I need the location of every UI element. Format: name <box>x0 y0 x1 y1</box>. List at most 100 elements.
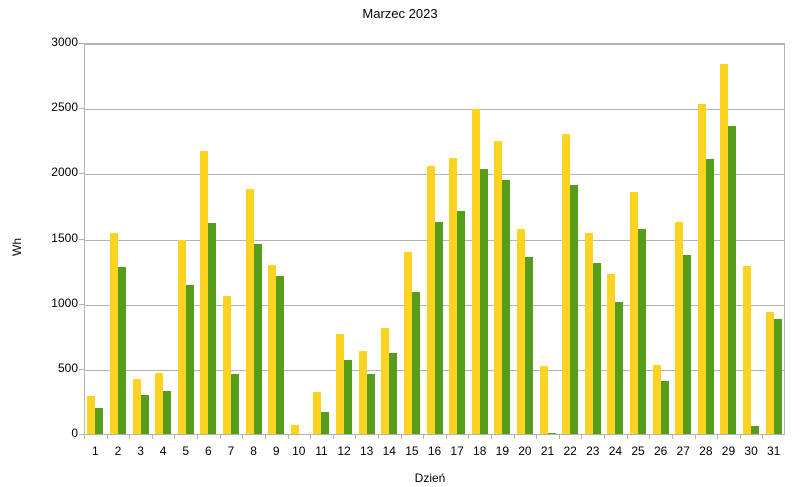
bar-series-2-day-23 <box>592 263 601 434</box>
y-axis-line <box>84 43 85 439</box>
x-tick-label: 16 <box>427 444 442 458</box>
bar-series-2-day-9 <box>276 276 285 434</box>
x-tick-mark <box>491 434 493 439</box>
bar-series-1-day-10 <box>290 424 299 434</box>
bar-series-2-day-21 <box>547 432 556 434</box>
bar-series-1-day-4 <box>155 372 164 434</box>
bar-series-2-day-27 <box>683 255 692 434</box>
x-tick-label: 25 <box>631 444 645 458</box>
y-tick-label: 3000 <box>51 35 78 49</box>
x-tick-mark <box>581 434 583 439</box>
y-tick-mark <box>79 434 84 435</box>
x-tick-mark <box>355 434 357 439</box>
x-tick-label: 14 <box>382 444 396 458</box>
x-tick-label: 1 <box>91 444 99 458</box>
x-tick-mark <box>558 434 560 439</box>
bar-series-1-day-8 <box>245 188 254 434</box>
x-tick-mark <box>626 434 628 439</box>
bar-series-2-day-3 <box>140 394 149 434</box>
x-tick-label: 31 <box>767 444 781 458</box>
x-tick-mark <box>310 434 312 439</box>
bar-series-2-day-4 <box>163 391 172 434</box>
bar-series-2-day-15 <box>411 291 420 434</box>
bar-series-1-day-30 <box>743 265 752 434</box>
x-tick-label: 24 <box>608 444 623 458</box>
bar-series-1-day-16 <box>426 165 435 434</box>
y-tick-mark <box>79 43 84 44</box>
x-tick-mark <box>84 434 85 439</box>
bar-series-1-day-1 <box>87 396 96 434</box>
bar-series-2-day-24 <box>615 302 624 434</box>
x-tick-mark <box>694 434 696 439</box>
bar-series-2-day-8 <box>253 243 262 434</box>
gridline <box>84 109 784 111</box>
x-tick-label: 2 <box>114 444 122 458</box>
x-tick-label: 27 <box>676 444 690 458</box>
x-tick-mark <box>151 434 153 439</box>
x-tick-mark <box>536 434 538 439</box>
x-tick-label: 18 <box>473 444 487 458</box>
bar-series-1-day-29 <box>720 63 729 434</box>
x-tick-label: 19 <box>495 444 509 458</box>
bar-series-1-day-27 <box>675 221 684 434</box>
x-tick-mark <box>287 434 289 439</box>
x-axis-label: Dzień <box>414 471 446 485</box>
bar-series-1-day-3 <box>132 379 141 434</box>
x-tick-mark <box>332 434 334 439</box>
gridline <box>84 44 784 45</box>
bar-series-1-day-5 <box>177 239 186 434</box>
x-tick-mark <box>106 434 108 439</box>
x-tick-label: 21 <box>540 444 555 458</box>
bar-series-2-day-11 <box>321 411 330 434</box>
x-tick-label: 15 <box>405 444 419 458</box>
bar-series-2-day-31 <box>773 319 782 434</box>
y-tick-label: 2000 <box>51 165 78 180</box>
bar-series-1-day-26 <box>652 364 661 434</box>
bar-series-2-day-6 <box>208 222 217 434</box>
x-tick-mark <box>197 434 199 439</box>
x-tick-label: 3 <box>137 444 144 458</box>
bar-series-2-day-16 <box>434 221 443 434</box>
x-tick-label: 7 <box>227 444 235 458</box>
x-tick-label: 17 <box>450 444 464 458</box>
x-tick-label: 22 <box>563 444 577 458</box>
x-tick-mark <box>219 434 221 439</box>
bar-series-1-day-6 <box>200 151 209 434</box>
bar-series-2-day-1 <box>95 407 104 434</box>
x-tick-label: 30 <box>744 444 758 458</box>
x-tick-mark <box>717 434 719 439</box>
plot-area <box>84 43 785 434</box>
y-tick-label: 1000 <box>51 295 78 310</box>
y-tick-mark <box>79 238 84 240</box>
bar-series-2-day-7 <box>230 374 239 434</box>
bar-series-1-day-9 <box>268 264 277 434</box>
x-tick-label: 13 <box>359 444 374 458</box>
bar-series-1-day-21 <box>539 366 548 434</box>
bar-series-1-day-2 <box>109 233 118 434</box>
x-tick-label: 23 <box>586 444 600 458</box>
x-tick-label: 29 <box>721 444 736 458</box>
x-tick-label: 9 <box>272 444 280 458</box>
bar-series-2-day-25 <box>638 229 647 434</box>
bar-series-1-day-15 <box>403 251 412 434</box>
x-axis-line <box>84 434 785 435</box>
bar-series-2-day-13 <box>366 374 375 434</box>
bar-series-1-day-23 <box>584 233 593 434</box>
x-tick-label: 6 <box>205 444 212 458</box>
y-tick-mark <box>79 173 84 175</box>
bar-series-1-day-11 <box>313 392 322 434</box>
bar-series-2-day-22 <box>570 185 579 434</box>
bar-series-2-day-12 <box>344 359 353 434</box>
x-tick-mark <box>242 434 244 439</box>
bar-series-1-day-18 <box>471 109 480 434</box>
x-tick-mark <box>400 434 402 439</box>
bar-series-2-day-17 <box>457 211 466 434</box>
x-tick-mark <box>739 434 741 439</box>
x-tick-label: 10 <box>292 444 306 458</box>
x-tick-mark <box>423 434 425 439</box>
bar-series-2-day-29 <box>728 126 737 434</box>
x-tick-label: 20 <box>518 444 532 458</box>
x-tick-label: 8 <box>250 444 257 458</box>
x-tick-label: 4 <box>159 444 167 458</box>
x-tick-mark <box>174 434 176 439</box>
